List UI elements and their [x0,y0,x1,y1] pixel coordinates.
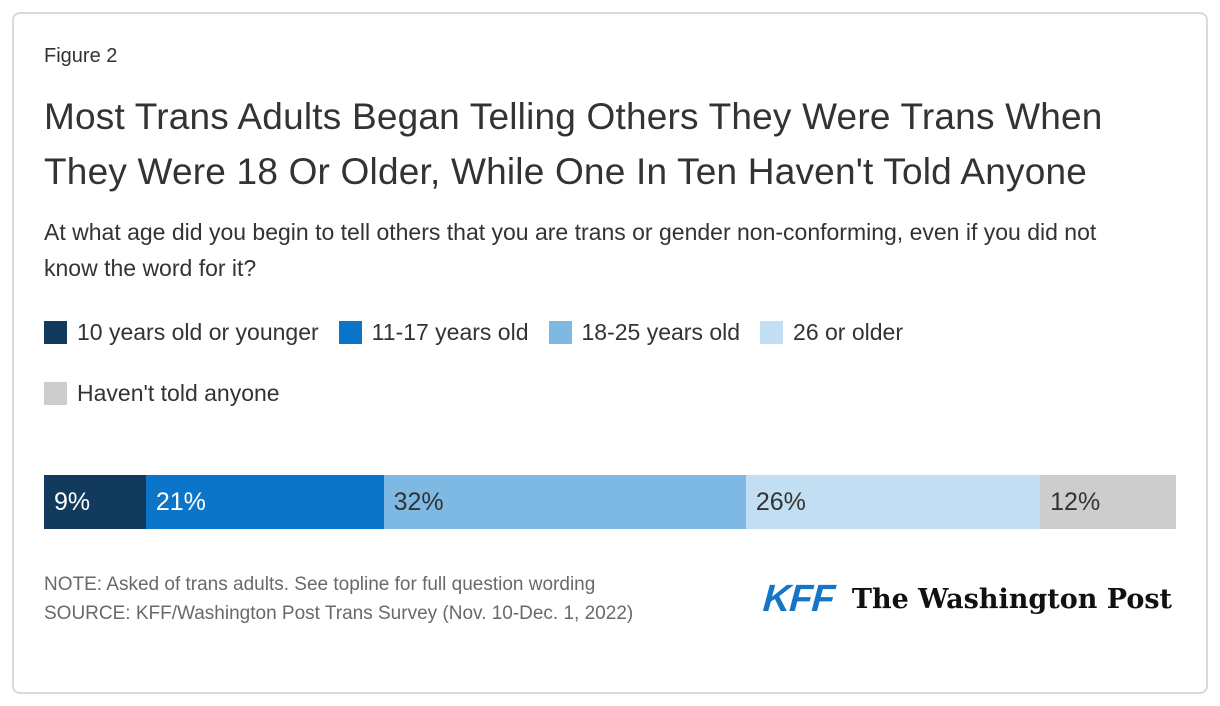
legend-label: 11-17 years old [371,319,529,345]
kff-logo: KFF [761,577,836,620]
legend-swatch [44,321,67,344]
legend-label: 18-25 years old [581,319,741,345]
legend-item: 11-17 years old [338,319,529,346]
bar-segment-label: 12% [1050,487,1101,516]
bar-segment: 32% [383,475,746,529]
legend-item: Haven't told anyone [44,380,280,407]
figure-label: Figure 2 [44,45,118,67]
stacked-bar: 9% 21% 32% 26% 12% [44,475,1176,529]
figure-card: Figure 2 Most Trans Adults Began Telling… [12,12,1208,694]
chart-title: Most Trans Adults Began Telling Others T… [44,96,1103,192]
legend-label: Haven't told anyone [77,380,280,406]
chart-subtitle: At what age did you begin to tell others… [44,219,1097,281]
bar-segment-label: 9% [54,487,91,516]
footer: NOTE: Asked of trans adults. See topline… [44,570,1176,628]
legend-swatch [760,321,784,344]
legend-label: 10 years old or younger [77,319,319,345]
legend: 10 years old or younger 11-17 years old 18… [44,319,1176,407]
bar-segment: 21% [145,475,384,529]
legend-item: 18-25 years old [548,319,741,346]
bar-segment: 26% [745,475,1041,529]
note-line: NOTE: Asked of trans adults. See topline… [44,574,596,595]
legend-item: 26 or older [760,319,903,346]
footnotes: NOTE: Asked of trans adults. See topline… [44,570,633,628]
washington-post-logo: The Washington Post [851,583,1172,615]
legend-label: 26 or older [793,319,904,345]
legend-swatch [338,321,362,344]
legend-item: 10 years old or younger [44,319,319,346]
legend-swatch [548,321,572,344]
bar-segment-label: 32% [393,487,444,516]
logos: KFF The Washington Post [761,577,1176,621]
bar-segment-label: 26% [755,487,806,516]
legend-swatch [44,382,67,405]
bar-segment-label: 21% [155,487,206,516]
bar-segment: 9% [44,475,146,529]
bar-segment: 12% [1040,475,1176,529]
source-line: SOURCE: KFF/Washington Post Trans Survey… [44,603,634,624]
